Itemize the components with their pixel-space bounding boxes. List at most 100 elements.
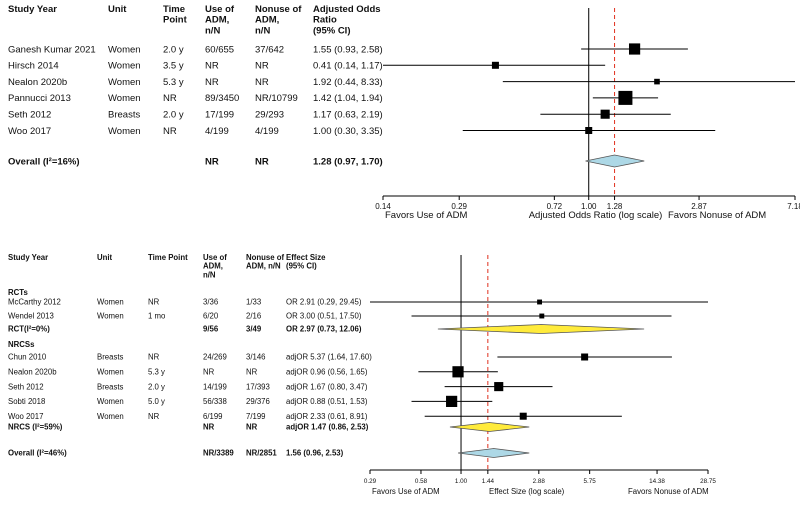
- panelB-xlabel: Effect Size (log scale): [489, 487, 565, 496]
- panelB-nrcs-row-use-label: 56/338: [203, 397, 227, 406]
- panelB-x-tick-label: 0.58: [415, 478, 428, 485]
- panelB-header-0: Study Year: [8, 253, 48, 262]
- panelA-row-time-label: NR: [163, 93, 177, 104]
- panelB-rct-row-use-label: 6/20: [203, 312, 219, 321]
- panelA-row-effect-label: 1.92 (0.44, 8.33): [313, 77, 383, 88]
- panelB-nrcs-row-nonuse-label: 3/146: [246, 353, 266, 362]
- panelB-nrcs-subtotal-effect-label: adjOR 1.47 (0.86, 2.53): [286, 423, 369, 432]
- panelB-rct-row-unit-label: Women: [97, 312, 124, 321]
- panelA-header-3: Use of ADM, n/N: [205, 4, 235, 36]
- panelB-nrcs-row-point-marker: [581, 353, 589, 361]
- panelA-header-2: Time Point: [163, 4, 188, 26]
- panelB-rct-row-point-marker: [537, 299, 543, 305]
- panelB-rct-row-study-label: Wendel 2013: [8, 312, 54, 321]
- panelB-nrcs-row-unit-label: Women: [97, 412, 124, 421]
- panelA-row-effect-label: 0.41 (0.14, 1.17): [313, 61, 383, 72]
- panelB-nrcs-row-nonuse-label: 17/393: [246, 382, 270, 391]
- panelB-nrcs-subtotal-nonuse-label: NR: [246, 423, 258, 432]
- panelB-header-5: Effect Size (95% CI): [286, 253, 326, 271]
- panelA-row-point-marker: [618, 90, 633, 105]
- panelA-row-point-marker: [628, 43, 641, 55]
- panelA-row-study-label: Nealon 2020b: [8, 77, 67, 88]
- panelB-overall-nonuse-label: NR/2851: [246, 449, 277, 458]
- panelB-x-tick-label: 14.38: [649, 478, 665, 485]
- panelB-nrcs-row-nonuse-label: 7/199: [246, 412, 266, 421]
- panelA-row-study-label: Woo 2017: [8, 126, 51, 137]
- panelB-right-label: Favors Nonuse of ADM: [628, 487, 709, 496]
- panelA-overall-use-label: NR: [205, 156, 219, 167]
- panelA-row-use-label: 4/199: [205, 126, 229, 137]
- panelB-overall-effect-label: 1.56 (0.96, 2.53): [286, 449, 344, 458]
- panelA-row-time-label: 5.3 y: [163, 77, 184, 88]
- panelB-nrcs-row-point-marker: [446, 395, 458, 407]
- panelB-nrcs-row-study-label: Woo 2017: [8, 412, 43, 421]
- panelB-x-tick-label: 0.29: [364, 478, 377, 485]
- panelA-xlabel: Adjusted Odds Ratio (log scale): [529, 210, 663, 221]
- panelA-row-use-label: NR: [205, 77, 219, 88]
- panelA-row-nonuse-label: 37/642: [255, 44, 284, 55]
- panelB-overall-label: Overall (I²=46%): [8, 449, 67, 458]
- panelA-row-effect-label: 1.00 (0.30, 3.35): [313, 126, 383, 137]
- panelA-overall-diamond: [585, 154, 645, 168]
- panelA-overall-effect-label: 1.28 (0.97, 1.70): [313, 156, 383, 167]
- panelA-header-1: Unit: [108, 4, 127, 15]
- panelA-row-unit-label: Women: [108, 93, 141, 104]
- panelB-nrcs-row-nonuse-label: NR: [246, 368, 258, 377]
- panelA-x-tick-label: 0.14: [375, 202, 391, 211]
- panelB-nrcs-subtotal-diamond: [449, 422, 530, 432]
- panelB-nrcs-row-unit-label: Women: [97, 397, 124, 406]
- panelB-nrcs-row-point-marker: [494, 382, 504, 392]
- panelB-nrcs-row-time-label: 2.0 y: [148, 382, 165, 391]
- panelB-left-label: Favors Use of ADM: [372, 487, 440, 496]
- panelB-group-title: NRCSs: [8, 340, 35, 349]
- panelA-row-study-label: Hirsch 2014: [8, 61, 59, 72]
- panelA-x-tick-label: 0.72: [547, 202, 563, 211]
- panelB-nrcs-row-effect-label: adjOR 5.37 (1.64, 17.60): [286, 353, 372, 362]
- panelA-row-effect-label: 1.17 (0.63, 2.19): [313, 110, 383, 121]
- panelB-rct-row-nonuse-label: 1/33: [246, 298, 261, 307]
- panelA-overall-nonuse-label: NR: [255, 156, 269, 167]
- panelB-rct-row-time-label: NR: [148, 298, 160, 307]
- panelB-nrcs-row-time-label: NR: [148, 353, 160, 362]
- panelA-row-use-label: 60/655: [205, 44, 234, 55]
- panelB-rct-row-effect-label: OR 2.91 (0.29, 29.45): [286, 298, 362, 307]
- panelA-row-time-label: 2.0 y: [163, 110, 184, 121]
- panelA-row-time-label: NR: [163, 126, 177, 137]
- panelA-row-study-label: Seth 2012: [8, 110, 51, 121]
- panelB-group-title: RCTs: [8, 288, 28, 297]
- panelA-row-point-marker: [654, 78, 660, 85]
- panelB-overall-use-label: NR/3389: [203, 449, 234, 458]
- panelB-x-tick-label: 5.75: [584, 478, 597, 485]
- panelB-x-tick-label: 1.44: [482, 478, 495, 485]
- panelB-nrcs-row-unit-label: Breasts: [97, 353, 124, 362]
- panelB-nrcs-row-study-label: Seth 2012: [8, 382, 44, 391]
- panelB-rct-row-time-label: 1 mo: [148, 312, 166, 321]
- panelA-row-unit-label: Women: [108, 44, 141, 55]
- panelA-x-tick-label: 0.29: [451, 202, 467, 211]
- panelA-row-nonuse-label: 4/199: [255, 126, 279, 137]
- panelB-rct-row-point-marker: [539, 313, 545, 319]
- panelB-nrcs-row-time-label: 5.3 y: [148, 368, 165, 377]
- panelA-row-use-label: 17/199: [205, 110, 234, 121]
- panelB-nrcs-row-effect-label: adjOR 2.33 (0.61, 8.91): [286, 412, 368, 421]
- panelA-row-nonuse-label: NR: [255, 77, 269, 88]
- panelB-x-tick-label: 1.00: [455, 478, 468, 485]
- panelB-nrcs-row-use-label: 24/269: [203, 353, 227, 362]
- panelA-row-time-label: 2.0 y: [163, 44, 184, 55]
- panelA-overall-label: Overall (I²=16%): [8, 156, 80, 167]
- panelB-rct-row-nonuse-label: 2/16: [246, 312, 261, 321]
- panelB-nrcs-row-effect-label: adjOR 0.88 (0.51, 1.53): [286, 397, 368, 406]
- panelA-x-tick-label: 1.28: [607, 202, 623, 211]
- panelB-rct-subtotal-diamond: [437, 324, 645, 334]
- panelA-header-4: Nonuse of ADM, n/N: [255, 4, 302, 36]
- panelA-row-nonuse-label: NR/10799: [255, 93, 298, 104]
- panelB-header-3: Use of ADM, n/N: [203, 253, 227, 279]
- panelB-rct-subtotal-label: RCT(I²=0%): [8, 325, 50, 334]
- panelA-row-unit-label: Women: [108, 77, 141, 88]
- panelB-header-4: Nonuse of ADM, n/N: [246, 253, 285, 271]
- panelB-overall-diamond: [457, 448, 530, 458]
- panelA-row-unit-label: Women: [108, 126, 141, 137]
- panelB-nrcs-row-unit-label: Breasts: [97, 382, 124, 391]
- panelA-row-point-marker: [491, 61, 499, 69]
